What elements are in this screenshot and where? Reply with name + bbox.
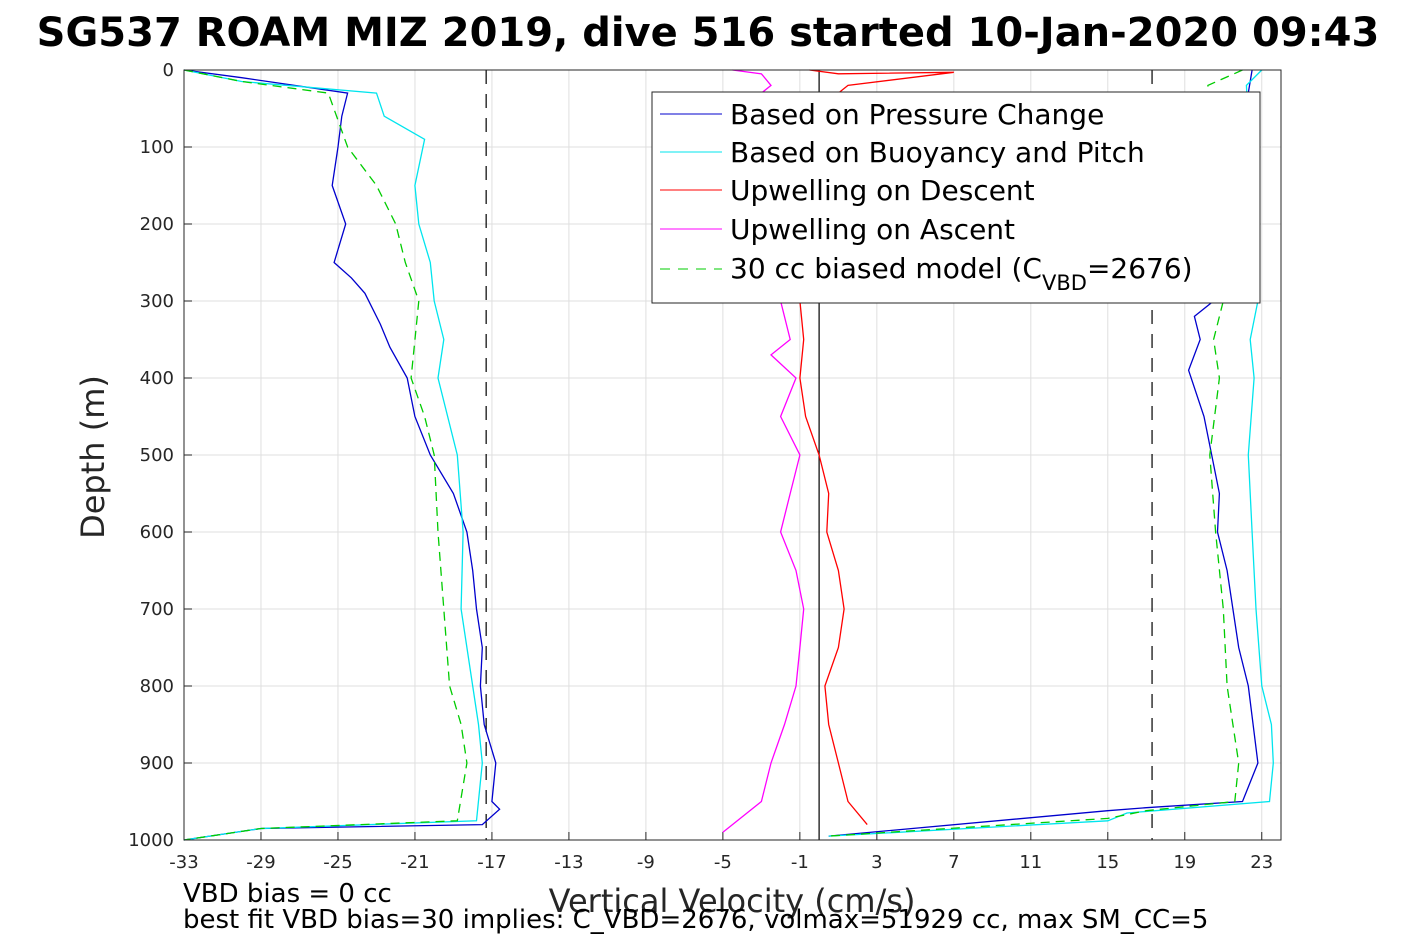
y-tick-label: 500 [140, 445, 174, 466]
x-tick-label: -21 [400, 852, 429, 873]
plot-frame [183, 69, 1282, 841]
x-tick-label: 7 [948, 852, 959, 873]
chart-title: SG537 ROAM MIZ 2019, dive 516 started 10… [37, 10, 1380, 56]
series-line-4-0 [183, 69, 468, 841]
y-tick-label: 800 [140, 676, 174, 697]
x-tick-label: 11 [1019, 852, 1042, 873]
legend-box [651, 91, 1261, 304]
series-line-0-0 [183, 69, 501, 841]
footer-line-2: best fit VBD bias=30 implies: C_VBD=2676… [183, 905, 1208, 935]
series-line-1-1 [828, 69, 1274, 837]
x-tick-label: 15 [1096, 852, 1119, 873]
legend-model-pre: 30 cc biased model (C [730, 252, 1042, 285]
legend-model-sub: VBD [1042, 271, 1087, 295]
legend-label-ascent: Upwelling on Ascent [730, 213, 1015, 246]
y-tick-labels: 0 100 200 300 400 500 600 700 800 900 1000 [128, 60, 174, 851]
legend-label-buoyancy: Based on Buoyancy and Pitch [730, 136, 1145, 169]
y-tick-label: 0 [163, 60, 174, 81]
x-tick-label: 19 [1173, 852, 1196, 873]
series-line-2-0 [799, 69, 954, 826]
y-tick-label: 200 [140, 214, 174, 235]
x-tick-label: -5 [714, 852, 732, 873]
legend-label-model: 30 cc biased model (CVBD=2676) [730, 252, 1193, 295]
legend-label-descent: Upwelling on Descent [730, 174, 1035, 207]
footer-line-1: VBD bias = 0 cc [183, 879, 392, 909]
series-line-4-1 [828, 69, 1243, 837]
y-axis-label: Depth (m) [74, 375, 112, 539]
x-tick-label: 23 [1250, 852, 1273, 873]
y-tick-label: 700 [140, 599, 174, 620]
y-tick-label: 400 [140, 368, 174, 389]
x-tick-label: -33 [169, 852, 198, 873]
x-tick-label: -17 [477, 852, 506, 873]
x-tick-label: -9 [637, 852, 655, 873]
x-tick-label: 3 [871, 852, 882, 873]
y-tick-label: 600 [140, 522, 174, 543]
x-axis-label: Vertical Velocity (cm/s) [549, 882, 916, 920]
legend-model-post: =2676) [1087, 252, 1193, 285]
series-line-1-0 [183, 69, 483, 841]
x-tick-labels: -33 -29 -25 -21 -17 -13 -9 -5 -1 3 7 11 15 19 23 [169, 852, 1273, 873]
y-tick-label: 900 [140, 753, 174, 774]
x-tick-label: -1 [791, 852, 809, 873]
y-tick-label: 100 [140, 137, 174, 158]
chart-legend: Based on Pressure Change Based on Buoyan… [651, 91, 1261, 304]
x-tick-label: -13 [554, 852, 583, 873]
y-tick-label: 300 [140, 291, 174, 312]
x-tick-label: -25 [323, 852, 352, 873]
x-tick-label: -29 [246, 852, 275, 873]
legend-label-pressure: Based on Pressure Change [730, 98, 1104, 131]
y-tick-label: 1000 [128, 830, 174, 851]
